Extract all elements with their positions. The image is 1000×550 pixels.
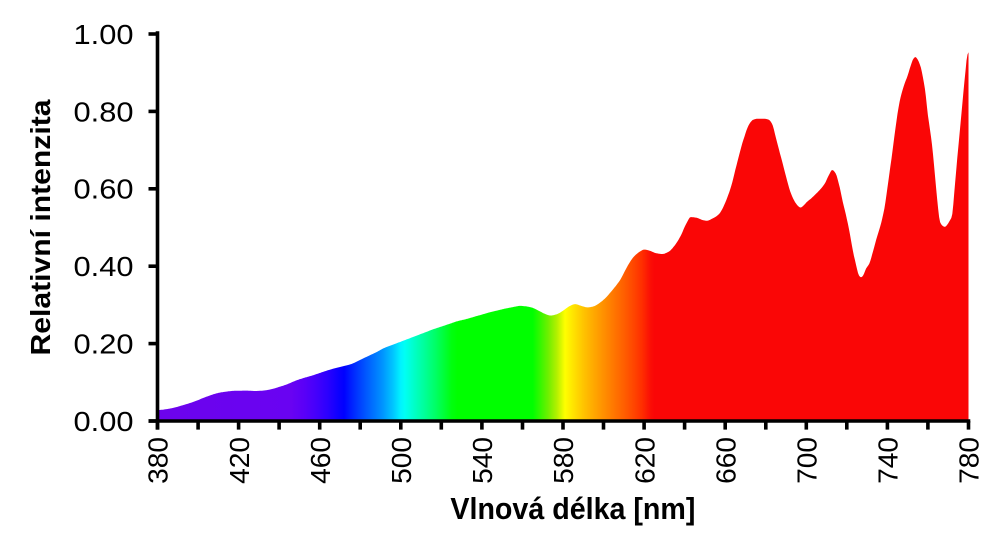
svg-text:700: 700 <box>792 437 823 484</box>
svg-text:500: 500 <box>386 437 417 484</box>
svg-text:580: 580 <box>548 437 579 484</box>
svg-text:0.60: 0.60 <box>74 174 134 205</box>
svg-text:0.40: 0.40 <box>74 251 134 282</box>
svg-text:540: 540 <box>467 437 498 484</box>
svg-text:0.00: 0.00 <box>74 406 134 437</box>
svg-text:620: 620 <box>629 437 660 484</box>
svg-text:660: 660 <box>710 437 741 484</box>
svg-text:Relativní intenzita: Relativní intenzita <box>25 99 56 355</box>
svg-text:460: 460 <box>305 437 336 484</box>
svg-text:380: 380 <box>143 437 174 484</box>
svg-text:1.00: 1.00 <box>74 19 134 50</box>
svg-text:780: 780 <box>954 437 985 484</box>
svg-text:420: 420 <box>224 437 255 484</box>
svg-text:740: 740 <box>873 437 904 484</box>
svg-text:0.80: 0.80 <box>74 96 134 127</box>
svg-text:Vlnová délka [nm]: Vlnová délka [nm] <box>450 491 695 526</box>
svg-text:0.20: 0.20 <box>74 329 134 360</box>
